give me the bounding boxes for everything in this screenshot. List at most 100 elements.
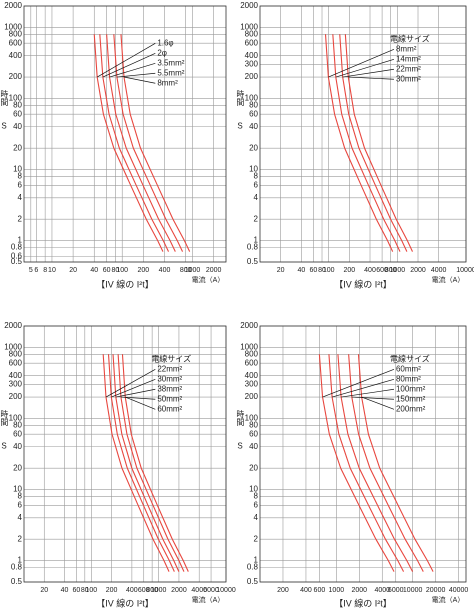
x-tick-label: 400	[364, 267, 376, 274]
x-tick-label: 800	[146, 587, 158, 594]
y-tick-label: 800	[245, 349, 259, 358]
y-tick-label: 1	[254, 556, 259, 565]
y-tick-label: 80	[249, 420, 258, 429]
x-tick-label: 40	[61, 587, 69, 594]
y-tick-label: 100	[245, 94, 259, 103]
y-tick-label: 300	[245, 60, 259, 69]
caption: 【IV 線の I²t】	[96, 597, 154, 608]
y-axis-unit: S	[237, 441, 242, 450]
y-tick-label: 400	[245, 51, 259, 60]
legend-label: 100mm²	[396, 384, 426, 393]
x-tick-label: 60	[310, 267, 318, 274]
x-tick-label: 80	[81, 587, 89, 594]
curve	[121, 354, 189, 572]
curve	[112, 354, 180, 572]
leader-line	[331, 378, 395, 398]
y-tick-label: 2	[18, 214, 23, 223]
legend-label: 60mm²	[157, 404, 182, 413]
legend-label: 22mm²	[396, 64, 421, 73]
y-tick-label: 2000	[240, 321, 258, 330]
x-tick-label: 6000	[388, 587, 404, 594]
y-tick-label: 40	[249, 122, 258, 131]
legend-title: 電線サイズ	[390, 353, 430, 363]
y-tick-label: 0.8	[11, 243, 23, 252]
leader-line	[351, 396, 394, 400]
leader-line	[109, 62, 156, 78]
legend-label: 30mm²	[157, 374, 182, 383]
x-tick-label: 600	[138, 587, 150, 594]
y-tick-label: 600	[9, 38, 23, 47]
chart: 0.50.81246810204060801002003004006008001…	[236, 1, 474, 289]
y-tick-label: 20	[13, 463, 22, 472]
y-tick-label: 80	[13, 100, 22, 109]
x-tick-label: 100	[323, 267, 335, 274]
curve	[113, 34, 184, 252]
leader-line	[111, 378, 156, 398]
caption: 【IV 線の I²t】	[334, 597, 392, 608]
x-tick-label: 100	[116, 267, 128, 274]
y-tick-label: 0.6	[11, 251, 23, 260]
y-tick-label: 1000	[240, 343, 258, 352]
y-tick-label: 600	[245, 38, 259, 47]
legend-label: 80mm²	[396, 374, 421, 383]
legend-label: 30mm²	[396, 74, 421, 83]
y-tick-label: 10	[249, 485, 258, 494]
y-tick-label: 1	[254, 236, 259, 245]
x-tick-label: 8	[43, 267, 47, 274]
y-tick-label: 60	[249, 109, 258, 118]
x-tick-label: 40	[297, 267, 305, 274]
y-tick-label: 10	[13, 165, 22, 174]
x-tick-label: 60	[72, 587, 80, 594]
leader-line	[328, 48, 395, 78]
y-tick-label: 400	[9, 371, 23, 380]
curve	[344, 34, 413, 252]
legend-label: 150mm²	[396, 394, 426, 403]
y-tick-label: 4	[254, 513, 259, 522]
y-tick-label: 20	[249, 143, 258, 152]
leader-line	[341, 388, 395, 398]
chart: 0.50.81246810204060801002003004006008001…	[236, 321, 469, 608]
y-tick-label: 300	[9, 380, 23, 389]
plot-background	[24, 326, 226, 582]
x-tick-label: 2000	[206, 267, 222, 274]
plot-frame	[259, 325, 467, 583]
x-tick-label: 2000	[171, 587, 187, 594]
x-axis-label: 電流（A）	[192, 595, 225, 604]
y-tick-label: 6	[254, 180, 259, 189]
y-tick-label: 800	[9, 29, 23, 38]
y-tick-label: 1	[18, 556, 23, 565]
y-axis-unit: S	[1, 441, 6, 450]
x-tick-label: 400	[159, 267, 171, 274]
y-tick-label: 40	[13, 122, 22, 131]
x-tick-label: 20	[40, 587, 48, 594]
y-tick-label: 6	[18, 500, 23, 509]
leader-line	[102, 52, 156, 78]
x-tick-label: 10000	[456, 267, 474, 274]
y-tick-label: 200	[245, 392, 259, 401]
x-tick-label: 600	[314, 587, 326, 594]
x-tick-label: 20	[69, 267, 77, 274]
curve	[357, 354, 434, 572]
plot-frame	[23, 5, 227, 263]
x-tick-label: 1000	[151, 587, 167, 594]
x-tick-label: 1000	[329, 587, 345, 594]
x-tick-label: 400	[300, 587, 312, 594]
plot-background	[260, 326, 466, 582]
leader-line	[96, 42, 156, 78]
x-tick-label: 800	[385, 267, 397, 274]
x-tick-label: 20000	[426, 587, 446, 594]
curve	[348, 354, 424, 572]
x-axis-label: 電流（A）	[192, 275, 225, 284]
y-tick-label: 8	[18, 492, 23, 501]
x-tick-label: 200	[106, 587, 118, 594]
curve	[107, 354, 175, 572]
caption: 【IV 線の I²t】	[334, 278, 392, 289]
legend-label: 38mm²	[157, 384, 182, 393]
curve	[117, 354, 185, 572]
x-tick-label: 4000	[431, 267, 447, 274]
y-tick-label: 10	[13, 485, 22, 494]
legend-label: 200mm²	[396, 404, 426, 413]
x-tick-label: 10	[48, 267, 56, 274]
x-tick-label: 80	[318, 267, 326, 274]
x-tick-label: 4000	[374, 587, 390, 594]
